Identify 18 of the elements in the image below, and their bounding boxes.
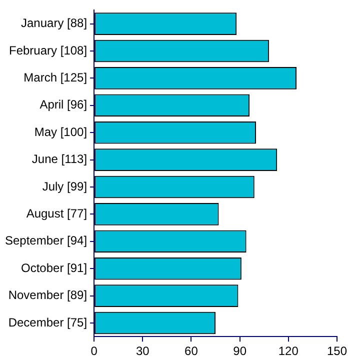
x-tick-label: 30 (136, 344, 150, 358)
x-tick-label: 90 (233, 344, 247, 358)
x-tick-label: 150 (326, 344, 348, 358)
y-tick-label: February [108] (9, 43, 88, 58)
x-tick-label: 120 (278, 344, 299, 358)
x-tick-label: 0 (90, 344, 98, 358)
y-tick-label: March [125] (24, 70, 88, 85)
y-tick-label: October [91] (21, 260, 88, 275)
y-tick-label: August [77] (26, 206, 88, 221)
y-tick-label: June [113] (32, 152, 88, 166)
x-tick-label: 60 (184, 344, 198, 358)
y-tick-label: November [89] (8, 288, 88, 302)
y-tick-label: December [75] (8, 315, 88, 330)
y-tick-label: January [88] (21, 16, 88, 30)
y-tick-label: April [96] (40, 98, 88, 112)
y-tick-label: September [94] (4, 234, 88, 248)
y-tick-label: May [100] (34, 124, 88, 139)
y-tick-label: July [99] (42, 179, 88, 194)
